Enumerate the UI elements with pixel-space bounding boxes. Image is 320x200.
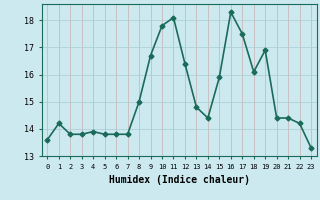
X-axis label: Humidex (Indice chaleur): Humidex (Indice chaleur) (109, 175, 250, 185)
